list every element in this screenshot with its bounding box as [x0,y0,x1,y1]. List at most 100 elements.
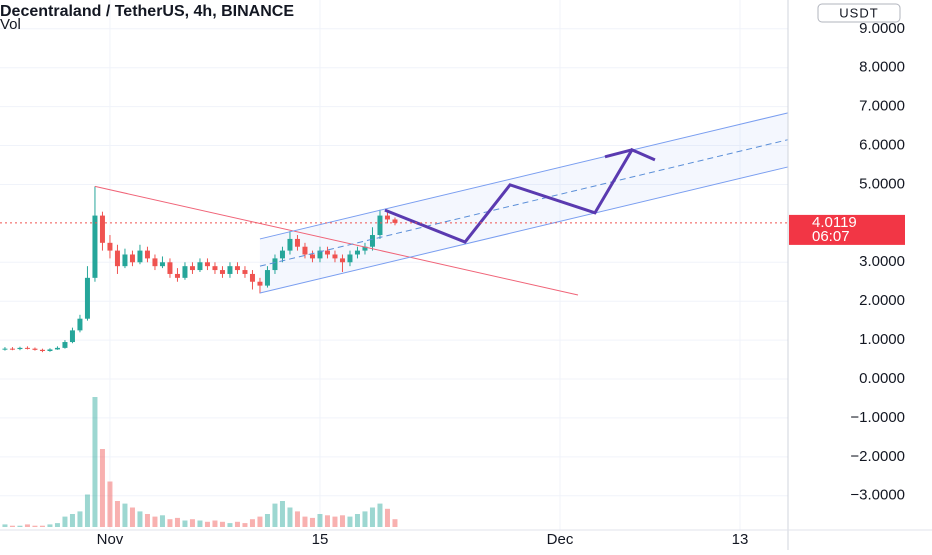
drawing-line [384,147,656,244]
drawing-line [259,139,789,267]
candle-body [39,349,45,351]
volume-bar [362,511,368,527]
volume-bar [272,503,278,527]
x-tick-label: 13 [732,531,749,548]
volume-bar [249,519,255,527]
volume-bar [369,507,375,527]
volume-bar [204,521,210,527]
volume-bar [264,514,270,527]
candle-body [144,250,150,259]
y-tick-label: 6.0000 [859,137,905,154]
volume-bar [234,521,240,527]
candle-body [362,246,368,251]
x-tick-label: Dec [547,531,574,548]
candle-body [384,215,390,220]
chart-title: Decentraland / TetherUS, 4h, BINANCE [0,3,294,20]
volume-bar [212,520,218,527]
candle-body [264,270,270,286]
currency-button[interactable] [817,3,901,23]
drawing-line [604,148,633,159]
volume-bar [137,511,143,527]
volume-bar [39,525,45,527]
candle-body [32,348,38,350]
candle-body [197,262,203,271]
candle-body [324,250,330,255]
candle-body [392,219,398,223]
candle-body [242,270,248,274]
volume-bar [17,525,23,527]
volume-bar [182,520,188,527]
candle-body [152,258,158,267]
candle-body [159,262,165,267]
candle-body [62,342,68,348]
volume-bar [317,514,323,527]
candle-body [234,266,240,271]
volume-bar [339,515,345,527]
volume-bar [152,516,158,527]
candle-body [77,318,83,331]
candle-body [189,266,195,271]
y-tick-label: −2.0000 [850,448,905,465]
candle-body [347,254,353,263]
candle-body [332,254,338,259]
volume-bar [62,516,68,527]
y-tick-label: 9.0000 [859,20,905,37]
candle-body [9,348,15,350]
volume-bar [384,508,390,527]
volume-bar [332,516,338,527]
candle-body [287,238,293,251]
candle-body [204,262,210,267]
volume-bar [47,524,53,527]
candle-body [249,273,255,282]
y-tick-label: 0.0000 [859,370,905,387]
volume-bar [122,503,128,527]
y-tick-label: 8.0000 [859,59,905,76]
y-tick-label: 5.0000 [859,175,905,192]
volume-bar [219,521,225,527]
candle-body [212,266,218,271]
y-tick-label: −3.0000 [850,487,905,504]
volume-bar [9,525,15,527]
candle-body [167,262,173,274]
volume-bar [92,397,98,527]
volume-bar [242,523,248,527]
volume-bar [227,523,233,527]
volume-bar [197,520,203,527]
volume-bar [354,514,360,527]
volume-bar [107,481,113,527]
candle-body [174,273,180,278]
currency-label[interactable]: USDT [839,5,878,20]
volume-bar [84,494,90,527]
drawing-line [259,166,789,294]
volume-bar [144,514,150,527]
y-tick-label: 1.0000 [859,331,905,348]
volume-bar [77,511,83,527]
volume-label: Vol [0,16,21,33]
candle-body [302,246,308,255]
candle-body [99,215,105,243]
candle-body [309,254,315,259]
volume-bar [324,515,330,527]
candle-body [84,277,90,319]
candle-body [219,270,225,274]
candle-body [17,347,23,350]
volume-bar [54,523,60,527]
volume-bar [129,507,135,527]
candle-body [257,281,263,286]
volume-bar [2,524,8,527]
x-tick-label: Nov [97,531,124,548]
volume-bar [24,524,30,527]
drawing-line [94,185,579,296]
candle-body [272,258,278,271]
volume-bar [257,516,263,527]
candle-body [92,215,98,278]
drawing-line [259,112,789,240]
candle-body [294,238,300,247]
candle-body [369,235,375,247]
x-tick-label: 15 [312,531,329,548]
y-tick-label: 3.0000 [859,253,905,270]
candle-body [137,250,143,263]
volume-bar [159,515,165,527]
volume-bar [114,501,120,527]
